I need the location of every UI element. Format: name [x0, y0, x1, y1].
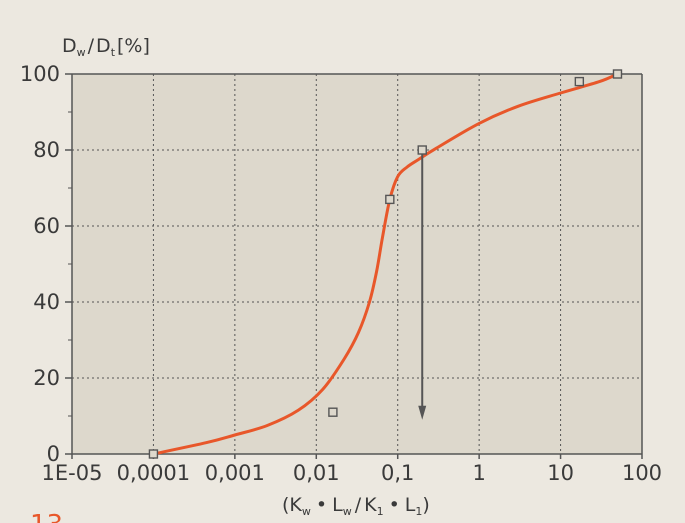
- y-axis-title: Dw / Dt [%]: [62, 35, 150, 59]
- x-axis-title: (Kw • Lw / K1 • L1): [282, 494, 430, 518]
- series-markers: [148, 69, 623, 459]
- y-tick-label: 20: [33, 366, 60, 390]
- annotations: [418, 153, 427, 420]
- fit-curve: [151, 72, 619, 456]
- axes: [65, 73, 643, 459]
- data-point-marker: [612, 69, 623, 79]
- x-tick-label: 1E-05: [42, 461, 103, 485]
- plot-area: [72, 74, 642, 454]
- data-point-marker: [574, 76, 585, 87]
- y-tick-label: 0: [47, 442, 60, 466]
- data-point-marker: [328, 407, 338, 417]
- tick-labels: 0 20 40 60 80 100 1E-05 0,0001 0,001 0,01 0,1 1 10 10…: [20, 62, 662, 485]
- data-point-marker: [417, 145, 427, 155]
- y-tick-label: 60: [33, 214, 60, 238]
- x-tick-label: 0,1: [381, 461, 414, 485]
- data-point-marker: [148, 449, 159, 459]
- x-tick-label: 10: [547, 461, 574, 485]
- arrow-head: [418, 405, 427, 420]
- figure-number: 13: [30, 510, 63, 523]
- data-point-marker: [385, 194, 395, 205]
- x-tick-label: 100: [622, 461, 662, 485]
- series-lines: [151, 72, 619, 456]
- y-tick-label: 80: [33, 138, 60, 162]
- y-tick-label: 40: [33, 290, 60, 314]
- grid: [72, 74, 642, 454]
- x-tick-label: 0,001: [205, 461, 265, 485]
- x-tick-label: 0,01: [293, 461, 340, 485]
- y-tick-label: 100: [20, 62, 60, 86]
- x-tick-label: 1: [472, 461, 485, 485]
- x-tick-label: 0,0001: [117, 461, 190, 485]
